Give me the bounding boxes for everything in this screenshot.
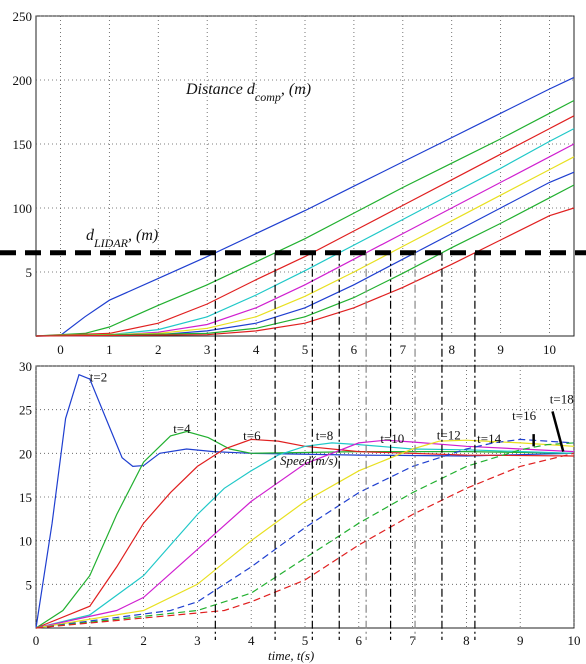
time-label: t=10 — [380, 431, 404, 446]
distance-series-line-5 — [35, 143, 575, 337]
x-tick-label: 10 — [568, 633, 581, 648]
distance-series-line-7 — [35, 171, 575, 337]
x-tick-label: 3 — [204, 342, 211, 357]
speed-series-line-4 — [35, 442, 575, 629]
speed-annotation: Speed(m/s) — [280, 453, 338, 468]
time-label: t=6 — [243, 428, 261, 443]
y-tick-label: 150 — [13, 137, 33, 152]
distance-series-line-8 — [35, 184, 575, 337]
y-tick-label: 30 — [19, 359, 32, 374]
distance-annotation: Distance dcomp, (m) — [185, 81, 311, 104]
y-tick-label: 10 — [19, 534, 32, 549]
x-tick-label: 1 — [87, 633, 94, 648]
x-tick-label: 3 — [194, 633, 201, 648]
time-label: t=8 — [316, 428, 333, 443]
distance-series-line-4 — [35, 128, 575, 337]
y-tick-label: 5 — [26, 265, 33, 280]
time-label: t=18 — [550, 392, 574, 407]
speed-chart: 0 1 2 3 4 5 6 7 8 9 10 5 10 15 20 25 30 t=2 t=4 t=6 t=8 t=10… — [19, 359, 581, 663]
x-tick-label: 5 — [302, 633, 309, 648]
time-label: t=12 — [437, 427, 461, 442]
x-tick-label: 6 — [356, 633, 363, 648]
distance-series-line-3 — [35, 115, 575, 337]
speed-series-line-7 — [35, 438, 575, 629]
x-tick-label: 2 — [140, 633, 147, 648]
x-tick-label: 8 — [448, 342, 455, 357]
x-tick-label: 10 — [543, 342, 556, 357]
y-tick-label: 250 — [13, 9, 33, 24]
time-label: t=2 — [90, 370, 107, 385]
speed-ticks: 0 1 2 3 4 5 6 7 8 9 10 5 10 15 20 25 30 — [19, 359, 581, 648]
x-tick-label: 7 — [409, 633, 416, 648]
x-axis-label: time, t(s) — [268, 648, 314, 663]
distance-series — [35, 76, 575, 337]
lidar-crossing-connectors — [214, 252, 476, 640]
y-tick-label: 15 — [19, 490, 32, 505]
y-tick-label: 5 — [26, 577, 33, 592]
speed-time-labels: t=2 t=4 t=6 t=8 t=10 t=12 t=14 t=16 t=18 — [90, 370, 574, 452]
time-label: t=16 — [512, 408, 536, 423]
time-label: t=4 — [173, 421, 191, 436]
x-tick-label: 9 — [497, 342, 504, 357]
distance-ticks: 0 1 2 3 4 5 6 7 8 9 10 5 100 150 200 250 — [13, 9, 557, 357]
x-tick-label: 0 — [57, 342, 64, 357]
time-label: t=14 — [477, 431, 501, 446]
speed-series-line-1 — [35, 373, 575, 629]
distance-chart: 0 1 2 3 4 5 6 7 8 9 10 5 100 150 200 250 Distance dcomp… — [0, 9, 586, 357]
speed-series-line-6 — [35, 439, 575, 629]
distance-series-line-2 — [35, 99, 575, 337]
distance-series-line-9 — [35, 207, 575, 337]
x-tick-label: 0 — [33, 633, 40, 648]
x-tick-label: 9 — [517, 633, 524, 648]
x-tick-label: 5 — [302, 342, 309, 357]
x-tick-label: 8 — [463, 633, 470, 648]
x-tick-label: 4 — [248, 633, 255, 648]
speed-grid — [35, 365, 575, 628]
distance-series-line-6 — [35, 156, 575, 337]
lidar-annotation: dLIDAR, (m) — [86, 227, 158, 250]
marker-t18 — [551, 411, 565, 452]
speed-series-line-3 — [35, 438, 575, 629]
x-tick-label: 2 — [155, 342, 162, 357]
speed-series-line-8 — [35, 442, 575, 629]
y-tick-label: 100 — [13, 201, 33, 216]
speed-series-line-9 — [35, 452, 575, 629]
x-tick-label: 7 — [400, 342, 407, 357]
speed-series — [35, 373, 575, 629]
y-tick-label: 20 — [19, 446, 32, 461]
y-tick-label: 25 — [19, 403, 32, 418]
distance-series-line-1 — [35, 76, 575, 337]
x-tick-label: 6 — [351, 342, 358, 357]
distance-grid — [36, 15, 574, 336]
y-tick-label: 200 — [13, 73, 33, 88]
x-tick-label: 1 — [106, 342, 113, 357]
x-tick-label: 4 — [253, 342, 260, 357]
